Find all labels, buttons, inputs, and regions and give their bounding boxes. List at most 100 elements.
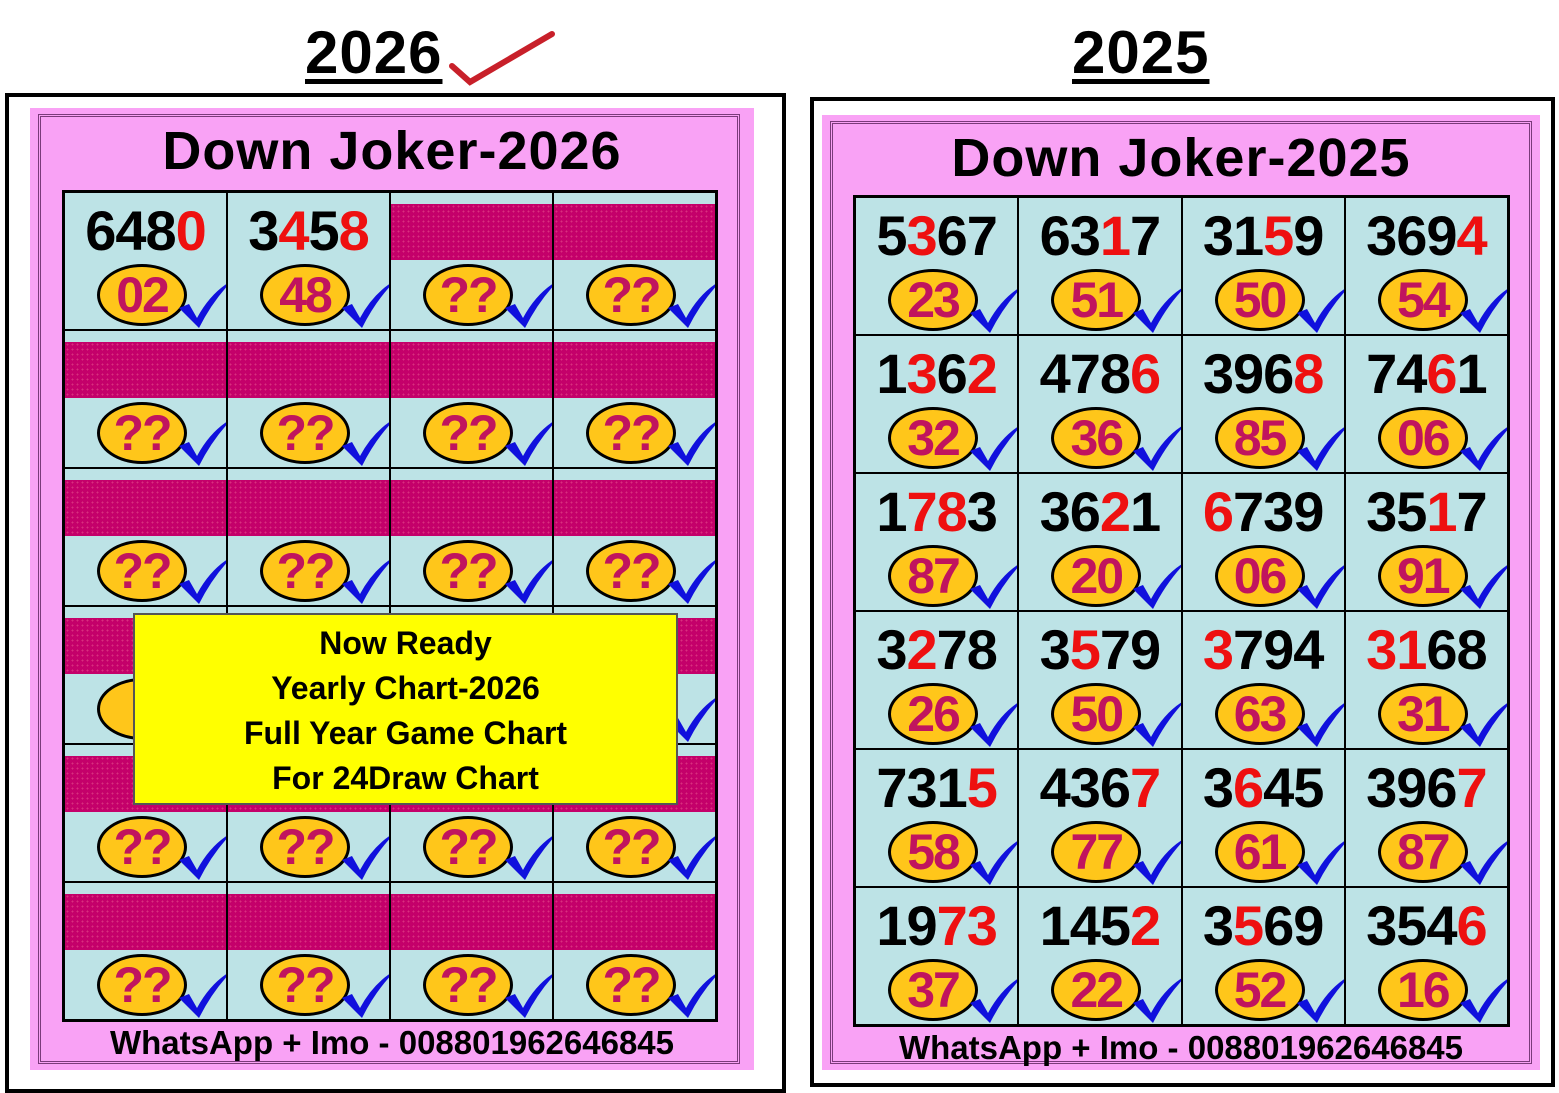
digit: 7 [936,894,968,957]
digit: 9 [1293,204,1324,267]
draw-number: 6480 [65,203,226,259]
digit: 6 [1456,894,1488,957]
result-circle: 20 [1051,545,1142,607]
result-cell: 3517 91 [1344,473,1508,611]
result-circle: ?? [423,402,513,464]
result-cell: ?? [390,882,553,1020]
digit: 1 [876,342,907,405]
digit: 3 [1366,756,1397,819]
result-circle: 16 [1377,959,1468,1021]
blue-checkmark-icon [505,560,552,604]
draw-number: 3621 [1019,484,1180,540]
result-circle: 31 [1377,683,1468,745]
draw-number: 3278 [856,622,1017,678]
digit: 3 [906,756,937,819]
result-circle: ?? [586,816,676,878]
draw-number: 1362 [856,346,1017,402]
result-circle: ?? [97,954,187,1016]
result-circle: 50 [1214,269,1305,331]
hidden-number-block [554,342,715,398]
digit: 2 [1099,480,1131,543]
hidden-number-block [391,204,552,260]
result-circle: ?? [586,954,676,1016]
digit: 7 [1232,480,1264,543]
digit: 6 [1426,342,1457,405]
draw-number: 3569 [1183,898,1344,954]
digit: 4 [1426,894,1457,957]
digit: 3 [1069,756,1101,819]
result-cell: ?? [227,882,390,1020]
digit: 8 [966,618,998,681]
blue-checkmark-icon [668,974,715,1018]
result-cell: 3278 26 [855,611,1019,749]
result-cell: 4367 77 [1018,749,1182,887]
digit: 0 [175,199,207,262]
digit: 7 [966,204,998,267]
result-cell: 3621 20 [1018,473,1182,611]
digit: 3 [1039,618,1071,681]
result-circle: 85 [1214,407,1305,469]
result-cell: ?? [390,330,553,468]
blue-checkmark-icon [970,427,1018,471]
result-cell: 5367 23 [855,197,1019,335]
digit: 6 [1130,342,1161,405]
digit: 8 [1099,342,1131,405]
promo-line: Now Ready [319,625,492,661]
draw-number: 3458 [228,203,389,259]
blue-checkmark-icon [1133,841,1181,885]
draw-number: 3546 [1346,898,1507,954]
result-circle: 37 [888,959,978,1021]
blue-checkmark-icon [1296,427,1344,471]
digit: 3 [876,618,907,681]
result-cell: ?? [553,330,716,468]
digit: 5 [1396,894,1427,957]
digit: 1 [1426,480,1457,543]
hidden-number-block [391,480,552,536]
blue-checkmark-icon [1296,565,1344,609]
blue-checkmark-icon [668,698,715,742]
result-circle: 50 [1051,683,1142,745]
digit: 3 [1202,894,1234,957]
digit: 2 [906,618,937,681]
blue-checkmark-icon [505,974,552,1018]
digit: 4 [1039,342,1071,405]
digit: 6 [1069,480,1101,543]
draw-number: 6739 [1183,484,1344,540]
result-cell: ?? [390,192,553,330]
digit: 3 [906,204,937,267]
result-circle: 87 [1377,821,1468,883]
digit: 9 [1426,204,1457,267]
result-circle: 36 [1051,407,1142,469]
digit: 5 [876,204,907,267]
result-circle: ?? [586,540,676,602]
hidden-number-block [391,894,552,950]
result-cell: 6317 51 [1018,197,1182,335]
hidden-number-block [65,342,226,398]
result-cell: 1783 87 [855,473,1019,611]
blue-checkmark-icon [1296,289,1344,333]
blue-checkmark-icon [1459,841,1507,885]
digit: 2 [966,342,998,405]
result-cell: 1362 32 [855,335,1019,473]
result-cell: 3645 61 [1181,749,1345,887]
chart-title: Down Joker-2026 [162,121,622,181]
result-cell: ?? [553,192,716,330]
result-circle: 77 [1051,821,1142,883]
result-cell: 1973 37 [855,887,1019,1025]
digit: 9 [1263,618,1294,681]
digit: 4 [1293,618,1324,681]
blue-checkmark-icon [970,289,1018,333]
digit: 7 [1130,756,1161,819]
digit: 1 [936,756,968,819]
hidden-number-block [554,894,715,950]
promo-line: Yearly Chart-2026 [271,670,540,706]
digit: 2 [1130,894,1161,957]
blue-checkmark-icon [1459,289,1507,333]
digit: 7 [906,480,937,543]
result-cell: 4786 36 [1018,335,1182,473]
blue-checkmark-icon [505,422,552,466]
contact-footer: WhatsApp + Imo - 008801962646845 [109,1024,675,1061]
digit: 1 [876,894,907,957]
digit: 4 [115,199,146,262]
result-circle: 61 [1214,821,1305,883]
